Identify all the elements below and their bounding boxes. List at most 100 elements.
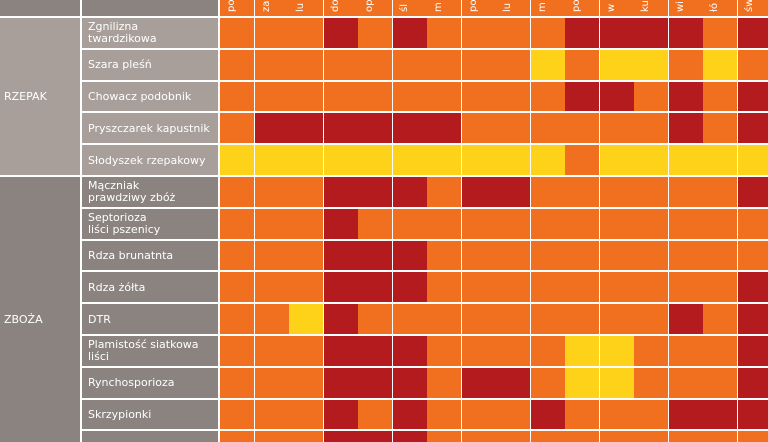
- risk-cell: [634, 113, 668, 144]
- risk-cell: [668, 240, 703, 271]
- column-header: w: [599, 0, 634, 16]
- risk-cell: [703, 399, 737, 430]
- risk-cell: [703, 208, 737, 239]
- risk-cell: [323, 177, 358, 207]
- column-header: op: [358, 0, 392, 16]
- risk-cell: [220, 113, 254, 144]
- risk-cell: [323, 113, 358, 144]
- risk-cell: [427, 81, 461, 112]
- risk-cell: [323, 208, 358, 239]
- risk-cell: [599, 145, 634, 175]
- risk-cell: [461, 49, 496, 80]
- risk-cell: [599, 431, 634, 442]
- risk-cell: [427, 336, 461, 366]
- risk-cell: [737, 145, 768, 175]
- risk-cell: [530, 304, 565, 334]
- risk-cell: [565, 49, 599, 80]
- disease-label: Rdza brunatnta: [82, 240, 218, 271]
- risk-cell: [668, 272, 703, 303]
- column-header-label: w: [605, 3, 617, 12]
- header-crop-cell: [0, 0, 80, 16]
- risk-cell: [737, 431, 768, 442]
- risk-cell: [254, 113, 289, 144]
- risk-cell: [565, 272, 599, 303]
- risk-cell: [565, 336, 599, 366]
- risk-cell: [427, 177, 461, 207]
- risk-cell: [427, 431, 461, 442]
- risk-cell: [737, 49, 768, 80]
- risk-cell: [634, 208, 668, 239]
- header-disease-cell: [82, 0, 218, 16]
- risk-cell: [668, 399, 703, 430]
- risk-cell: [427, 240, 461, 271]
- risk-cell: [599, 49, 634, 80]
- risk-cell: [565, 177, 599, 207]
- risk-cell: [427, 145, 461, 175]
- risk-cell: [737, 113, 768, 144]
- risk-cell: [599, 18, 634, 48]
- risk-cell: [599, 81, 634, 112]
- risk-cell: [703, 49, 737, 80]
- column-header: za: [254, 0, 289, 16]
- risk-cell: [530, 208, 565, 239]
- column-header: do: [323, 0, 358, 16]
- risk-cell: [323, 272, 358, 303]
- risk-cell: [565, 431, 599, 442]
- risk-cell: [634, 49, 668, 80]
- risk-cell: [289, 336, 323, 366]
- risk-cell: [703, 336, 737, 366]
- risk-cell: [323, 240, 358, 271]
- risk-cell: [634, 399, 668, 430]
- risk-cell: [668, 81, 703, 112]
- risk-cell: [599, 272, 634, 303]
- risk-cell: [496, 336, 530, 366]
- crop-label: ZBOŻA: [0, 177, 80, 442]
- risk-cell: [358, 304, 392, 334]
- risk-cell: [358, 49, 392, 80]
- risk-cell: [220, 272, 254, 303]
- risk-cell: [289, 399, 323, 430]
- risk-cell: [737, 367, 768, 398]
- risk-cell: [530, 18, 565, 48]
- risk-cell: [358, 145, 392, 175]
- risk-cell: [703, 145, 737, 175]
- risk-cell: [289, 272, 323, 303]
- risk-cell: [565, 113, 599, 144]
- column-header-label: śl: [398, 4, 410, 12]
- disease-label: Rdza żółta: [82, 272, 218, 303]
- disease-label: Zgnilizna twardzikowa: [82, 18, 218, 48]
- risk-cell: [530, 399, 565, 430]
- risk-cell: [737, 81, 768, 112]
- column-header: m: [427, 0, 461, 16]
- risk-cell: [358, 431, 392, 442]
- risk-cell: [392, 336, 427, 366]
- risk-cell: [496, 304, 530, 334]
- risk-cell: [392, 145, 427, 175]
- column-header-label: wi: [674, 1, 686, 12]
- risk-cell: [737, 304, 768, 334]
- risk-cell: [392, 18, 427, 48]
- risk-cell: [427, 113, 461, 144]
- risk-cell: [220, 240, 254, 271]
- risk-cell: [496, 177, 530, 207]
- column-header-label: do: [329, 0, 341, 12]
- risk-cell: [392, 431, 427, 442]
- risk-cell: [530, 81, 565, 112]
- risk-cell: [737, 336, 768, 366]
- disease-label: Pryszczarek kapustnik: [82, 113, 218, 144]
- risk-cell: [254, 145, 289, 175]
- risk-cell: [668, 336, 703, 366]
- risk-cell: [427, 399, 461, 430]
- risk-cell: [703, 240, 737, 271]
- risk-cell: [392, 240, 427, 271]
- risk-cell: [668, 49, 703, 80]
- risk-cell: [220, 367, 254, 398]
- column-header-label: op: [364, 0, 375, 12]
- risk-cell: [530, 336, 565, 366]
- risk-cell: [392, 367, 427, 398]
- risk-cell: [634, 177, 668, 207]
- risk-cell: [737, 177, 768, 207]
- risk-cell: [254, 49, 289, 80]
- risk-cell: [392, 208, 427, 239]
